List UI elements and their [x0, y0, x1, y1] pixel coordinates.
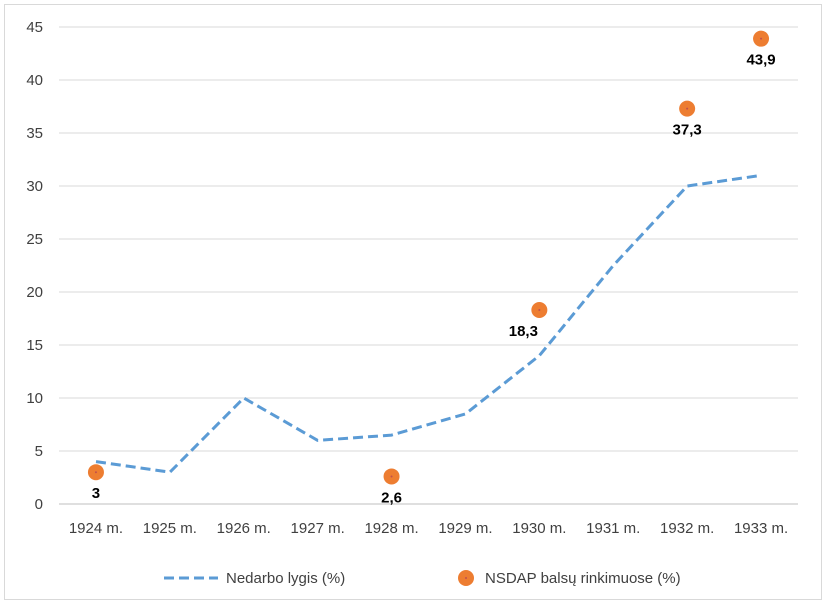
unemployment-line — [95, 173, 762, 474]
y-tick-label: 0 — [35, 496, 43, 513]
data-label: 2,6 — [381, 489, 402, 506]
y-tick-label: 25 — [26, 231, 43, 248]
y-tick-label: 35 — [26, 125, 43, 142]
y-tick-label: 45 — [26, 19, 43, 36]
y-tick-label: 5 — [35, 443, 43, 460]
y-tick-label: 15 — [26, 337, 43, 354]
x-tick-label: 1932 m. — [660, 520, 714, 537]
x-axis-tick-labels: 1924 m. 1925 m. 1926 m. 1927 m. 1928 m. 1929 … — [69, 520, 788, 537]
y-axis-tick-labels: 0 5 10 15 20 25 30 35 40 45 — [26, 19, 43, 513]
data-label: 18,3 — [509, 323, 538, 340]
legend-label: Nedarbo lygis (%) — [226, 570, 345, 587]
x-tick-label: 1925 m. — [143, 520, 197, 537]
x-tick-label: 1929 m. — [438, 520, 492, 537]
nsdap-vote-point-center — [94, 471, 97, 474]
x-tick-label: 1926 m. — [217, 520, 271, 537]
x-tick-label: 1931 m. — [586, 520, 640, 537]
nsdap-vote-point-center — [538, 309, 541, 312]
x-tick-label: 1927 m. — [291, 520, 345, 537]
nsdap-vote-point-center — [390, 475, 393, 478]
data-labels: 3 2,6 18,3 37,3 43,9 — [92, 52, 776, 507]
x-tick-label: 1928 m. — [364, 520, 418, 537]
y-tick-label: 10 — [26, 390, 43, 407]
legend-marker-center — [465, 577, 467, 579]
y-tick-label: 30 — [26, 178, 43, 195]
x-tick-label: 1933 m. — [734, 520, 788, 537]
data-label: 43,9 — [746, 52, 775, 69]
line-series — [95, 173, 762, 474]
nsdap-vote-point-center — [760, 37, 763, 40]
x-tick-label: 1930 m. — [512, 520, 566, 537]
legend-label: NSDAP balsų rinkimuose (%) — [485, 570, 681, 587]
y-tick-label: 40 — [26, 72, 43, 89]
x-tick-label: 1924 m. — [69, 520, 123, 537]
legend: Nedarbo lygis (%) NSDAP balsų rinkimuose … — [164, 570, 681, 587]
nsdap-vote-point-center — [686, 107, 689, 110]
gridlines — [59, 26, 798, 505]
scatter-series — [87, 30, 770, 485]
y-tick-label: 20 — [26, 284, 43, 301]
data-label: 37,3 — [673, 122, 702, 139]
data-label: 3 — [92, 485, 100, 502]
